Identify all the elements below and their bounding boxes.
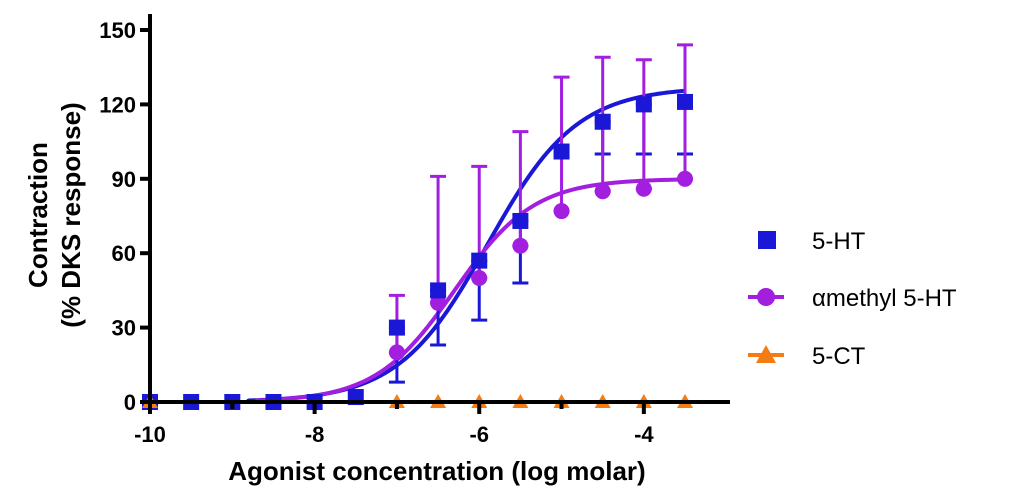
- data-point-circle: [512, 237, 529, 254]
- fit-curve-0: [150, 88, 686, 404]
- legend-triangle-marker: [756, 345, 776, 363]
- x-axis-title: Agonist concentration (log molar): [228, 456, 645, 486]
- y-axis-ticks: 0 30 60 90 120 150: [99, 18, 150, 415]
- fit-curve-1: [150, 177, 686, 404]
- data-point-square: [553, 143, 570, 160]
- legend-item-5-ht: 5-HT: [758, 228, 866, 255]
- data-point-square: [677, 93, 693, 110]
- legend: 5-HT αmethyl 5-HT 5-CT: [748, 228, 957, 370]
- data-point-square: [635, 96, 652, 113]
- data-markers: [142, 93, 693, 410]
- data-point-circle: [430, 294, 447, 311]
- x-tick-label: -10: [134, 422, 166, 447]
- data-point-circle: [594, 183, 611, 200]
- legend-item-alpha-methyl-5-ht: αmethyl 5-HT: [748, 285, 957, 312]
- y-tick-label: 60: [112, 241, 136, 266]
- data-point-circle: [677, 170, 693, 187]
- y-axis-title-line2: (% DKS response): [56, 102, 86, 327]
- legend-label: αmethyl 5-HT: [812, 285, 957, 312]
- data-point-circle: [553, 203, 570, 220]
- x-tick-label: -8: [305, 422, 325, 447]
- y-tick-label: 0: [124, 390, 136, 415]
- data-point-circle: [388, 344, 405, 361]
- legend-square-marker: [758, 231, 776, 249]
- legend-label: 5-CT: [812, 343, 866, 370]
- x-axis-ticks: -10 -8 -6 -4: [134, 402, 654, 447]
- data-point-square: [594, 113, 611, 130]
- data-point-square: [471, 252, 488, 269]
- y-tick-label: 120: [99, 92, 136, 117]
- legend-circle-marker: [757, 288, 775, 306]
- x-tick-label: -6: [469, 422, 489, 447]
- y-tick-label: 30: [112, 316, 136, 341]
- data-point-square: [512, 212, 529, 229]
- legend-item-5-ct: 5-CT: [748, 343, 866, 370]
- legend-label: 5-HT: [812, 228, 866, 255]
- plot-area: 0 30 60 90 120 150 -10 -8 -6 -4: [99, 14, 730, 447]
- data-point-circle: [635, 180, 652, 197]
- fit-curves: [150, 88, 686, 404]
- y-axis-title-line1: Contraction: [23, 142, 53, 288]
- y-tick-label: 90: [112, 167, 136, 192]
- data-point-square: [388, 319, 405, 336]
- x-tick-label: -4: [634, 422, 654, 447]
- y-tick-label: 150: [99, 18, 136, 43]
- data-point-square: [430, 282, 447, 299]
- data-point-circle: [471, 270, 488, 286]
